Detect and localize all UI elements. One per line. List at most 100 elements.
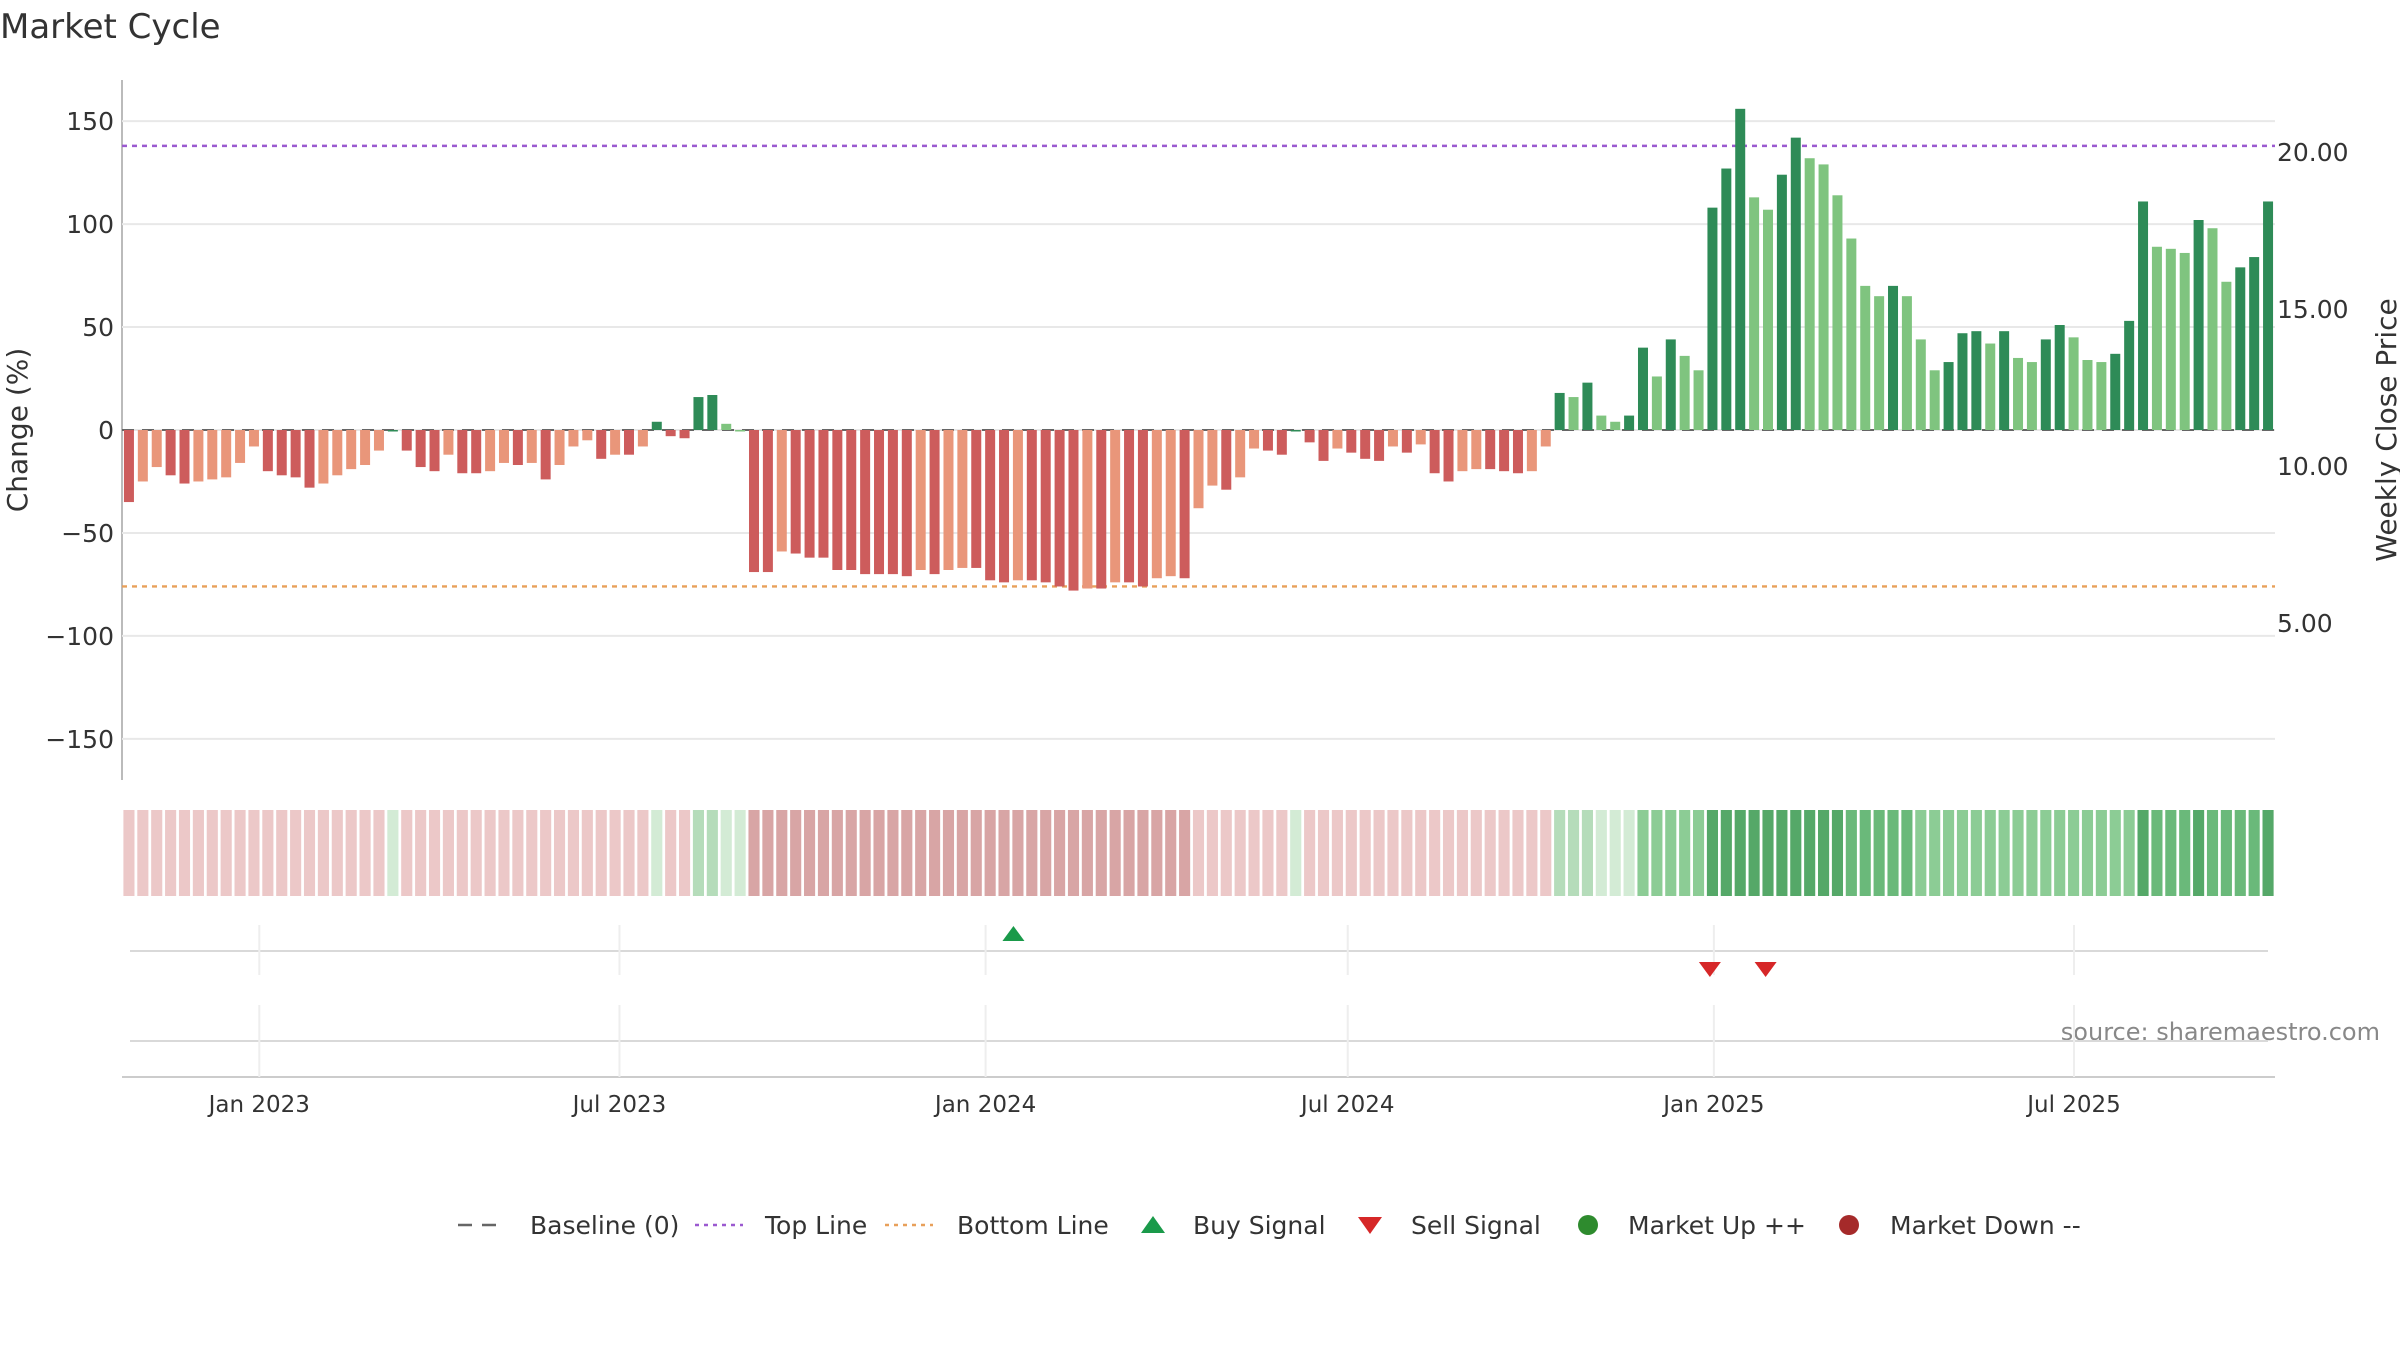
bar [610,430,621,455]
heat-cell [804,810,816,896]
reference-lines [122,144,2275,588]
heat-cell [1762,810,1774,896]
heat-cell [456,810,468,896]
y-tick-label: −150 [45,725,114,754]
heat-cell [1748,810,1760,896]
heat-cell [2054,810,2066,896]
bar [1429,430,1440,474]
bar [1763,209,1774,430]
legend-label: Market Up ++ [1628,1211,1806,1240]
sell-signal-marker [1698,962,1721,977]
bar [1471,430,1482,470]
bar [373,430,384,451]
bar [235,430,246,463]
legend-swatch [1141,1216,1165,1233]
cycle-heat-strip [123,810,2274,896]
heat-cell [248,810,260,896]
bar [1235,430,1246,478]
heat-cell [1012,810,1024,896]
bar [1721,168,1732,430]
bar [429,430,440,472]
bar [1415,430,1426,445]
heat-cell [748,810,760,896]
bar [1179,430,1190,579]
x-tick-label: Jul 2024 [1299,1092,1395,1118]
bar [554,430,565,465]
bar [151,430,162,468]
bar [568,430,579,447]
heat-cell [637,810,649,896]
bar [2082,360,2093,430]
y-axis-ticks: 150 100 50 0 −50 −100 −150 [45,107,114,754]
heat-cell [2220,810,2232,896]
bar [1512,430,1523,474]
heat-cell [1956,810,1969,896]
bar [512,430,523,465]
bar [1540,430,1551,447]
heat-cell [262,810,274,896]
bar [1860,285,1871,430]
bar [193,430,204,482]
bar [248,430,259,447]
legend-swatch [1358,1217,1382,1234]
heat-cell [1554,810,1566,896]
heat-cell [1026,810,1038,896]
heat-cell [303,810,316,896]
heat-cell [1109,810,1121,896]
heat-cell [2040,810,2052,896]
heat-cell [1345,810,1357,896]
x-tick-label: Jan 2023 [207,1092,310,1118]
heat-cell [1776,810,1788,896]
heat-cell [1442,810,1455,896]
heat-cell [192,810,204,896]
bar [1374,430,1385,461]
bar [693,397,704,430]
heat-cell [1484,810,1496,896]
heat-cell [998,810,1010,896]
heat-cell [1665,810,1677,896]
y-axis-label: Change (%) [1,348,34,513]
bar [1110,430,1121,583]
bar [1554,392,1565,430]
heat-cell [2151,810,2163,896]
bar [2221,281,2232,430]
x-tick-label: Jan 2024 [933,1092,1036,1118]
heat-cell [1790,810,1802,896]
heat-cell [2179,810,2191,896]
heat-cell [442,810,454,896]
bar [679,430,690,439]
heat-cell [373,810,385,896]
heat-cell [1804,810,1816,896]
bar [776,430,787,552]
y2-tick-label: 10.00 [2277,452,2349,481]
heat-cell [2012,810,2024,896]
y2-tick-label: 5.00 [2277,609,2333,638]
heat-cell [1331,810,1343,896]
heat-cell [2109,810,2121,896]
bar [1957,333,1968,430]
heat-cell [1095,810,1107,896]
bar [1818,164,1829,431]
heat-cell [1873,810,1885,896]
bar [1624,415,1635,430]
bar [637,430,648,447]
heat-cell [526,810,538,896]
y-tick-label: 0 [98,416,114,445]
heat-cell [679,810,691,896]
bar [290,430,301,478]
bar [985,430,996,581]
heat-cell [762,810,774,896]
legend-label: Bottom Line [957,1211,1109,1240]
bar [2151,246,2162,430]
bar [2138,201,2149,430]
bar [332,430,343,476]
heat-cell [359,810,371,896]
heat-cell [1581,810,1593,896]
heat-cell [887,810,899,896]
heat-cell [1609,810,1621,896]
heat-cell [1456,810,1468,896]
bar [2096,362,2107,430]
bar [1832,195,1843,430]
legend-label: Top Line [764,1211,867,1240]
